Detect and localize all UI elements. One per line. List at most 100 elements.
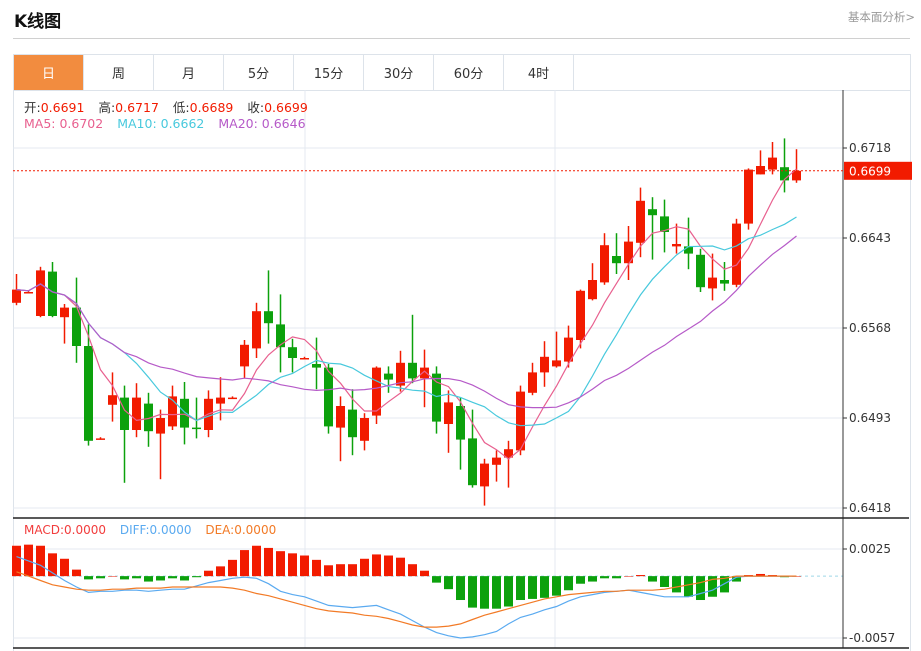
candle-up xyxy=(504,440,513,488)
candle-body xyxy=(288,347,297,358)
fundamental-analysis-link[interactable]: 基本面分析> xyxy=(847,10,915,24)
macd-bar xyxy=(144,576,153,582)
tab-month[interactable]: 月 xyxy=(154,55,224,90)
macd-bar xyxy=(396,557,405,577)
y-tick-label: 0.6718 xyxy=(849,141,891,155)
macd-bar xyxy=(660,576,669,587)
divider xyxy=(13,38,910,39)
tab-week[interactable]: 周 xyxy=(84,55,154,90)
candle-body xyxy=(420,367,429,379)
macd-bar xyxy=(612,576,621,579)
macd-tick-label: -0.0057 xyxy=(849,631,895,645)
y-tick-label: 0.6418 xyxy=(849,501,891,515)
candle-body xyxy=(24,292,33,294)
candle-up xyxy=(516,385,525,456)
tab-60min[interactable]: 60分 xyxy=(434,55,504,90)
ma20-line xyxy=(16,235,797,409)
macd-bar xyxy=(120,576,129,580)
macd-bar xyxy=(348,564,357,577)
candle-body xyxy=(708,277,717,289)
candle-body xyxy=(432,373,441,422)
candle-up xyxy=(444,390,453,453)
tab-4hour[interactable]: 4时 xyxy=(504,55,574,90)
current-price-badge xyxy=(844,161,912,180)
macd-bar xyxy=(264,547,273,577)
candle-body xyxy=(48,271,57,316)
low-label: 低: xyxy=(172,100,190,115)
macd-bar xyxy=(444,576,453,590)
ma5-value: MA5: 0.6702 xyxy=(24,116,104,131)
macd-bar xyxy=(36,545,45,577)
candle-body xyxy=(492,457,501,465)
candle-up xyxy=(396,350,405,392)
macd-bar xyxy=(684,576,693,597)
candle-body xyxy=(180,398,189,428)
macd-bar xyxy=(588,576,597,582)
candle-body xyxy=(84,346,93,441)
candle-up xyxy=(336,396,345,462)
macd-bar xyxy=(276,551,285,577)
macd-bar xyxy=(432,576,441,583)
macd-bar xyxy=(672,576,681,593)
macd-bar xyxy=(552,576,561,596)
candle-body xyxy=(720,280,729,284)
ma20-value: MA20: 0.6646 xyxy=(218,116,306,131)
candle-body xyxy=(300,358,309,360)
candle-body xyxy=(756,166,765,175)
ohlc-info: 开:0.6691 高:0.6717 低:0.6689 收:0.6699 xyxy=(24,97,318,116)
candle-body xyxy=(468,438,477,486)
close-label: 收: xyxy=(247,100,265,115)
candle-body xyxy=(216,397,225,404)
macd-bar xyxy=(72,569,81,577)
candle-up xyxy=(96,437,105,440)
candle-up xyxy=(732,218,741,288)
candle-body xyxy=(192,427,201,430)
macd-bar xyxy=(336,564,345,577)
candle-down xyxy=(780,138,789,193)
candle-body xyxy=(672,244,681,247)
candle-body xyxy=(552,360,561,367)
macd-bar xyxy=(456,576,465,601)
candle-body xyxy=(744,169,753,224)
candle-body xyxy=(588,280,597,300)
candle-up xyxy=(600,233,609,285)
tab-30min[interactable]: 30分 xyxy=(364,55,434,90)
macd-bar xyxy=(240,550,249,577)
tab-day[interactable]: 日 xyxy=(14,55,84,90)
macd-bar xyxy=(108,576,117,577)
tab-15min[interactable]: 15分 xyxy=(294,55,364,90)
candle-down xyxy=(120,385,129,483)
macd-bar xyxy=(324,565,333,577)
candle-up xyxy=(240,340,249,379)
candle-body xyxy=(348,409,357,438)
candle-up xyxy=(588,263,597,301)
candle-body xyxy=(168,396,177,427)
candle-up xyxy=(540,341,549,387)
candle-up xyxy=(252,302,261,358)
candle-up xyxy=(564,325,573,368)
candle-body xyxy=(264,311,273,324)
candle-body xyxy=(576,290,585,340)
candle-down xyxy=(48,262,57,318)
macd-bar xyxy=(300,555,309,577)
macd-bar xyxy=(492,576,501,609)
macd-bar xyxy=(408,564,417,577)
candle-up xyxy=(36,266,45,318)
candle-up xyxy=(108,372,117,422)
high-value: 0.6717 xyxy=(115,100,159,115)
candle-down xyxy=(264,270,273,344)
ma-info: MA5: 0.6702 MA10: 0.6662 MA20: 0.6646 xyxy=(24,116,316,131)
candle-body xyxy=(660,216,669,232)
candle-body xyxy=(408,362,417,379)
macd-bar xyxy=(540,576,549,598)
macd-bar xyxy=(516,576,525,601)
candle-body xyxy=(120,397,129,430)
candle-body xyxy=(276,324,285,348)
candle-down xyxy=(408,314,417,384)
candle-body xyxy=(624,241,633,264)
candle-body xyxy=(336,406,345,428)
tab-5min[interactable]: 5分 xyxy=(224,55,294,90)
candle-down xyxy=(432,366,441,434)
candle-down xyxy=(84,324,93,446)
